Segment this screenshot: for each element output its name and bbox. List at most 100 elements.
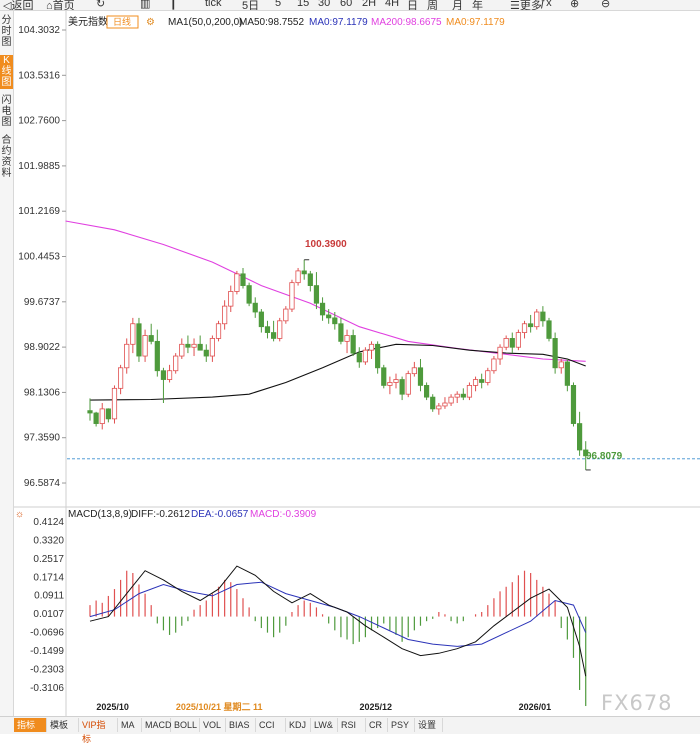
- symbol-label: 美元指数: [68, 15, 108, 28]
- indicator-tab-vol[interactable]: VOL: [200, 718, 226, 732]
- price-tick-label: 100.4453: [18, 252, 60, 263]
- period-week[interactable]: 周: [427, 0, 438, 10]
- sidebar-tab-kline[interactable]: K线图: [0, 55, 13, 89]
- candle: [111, 385, 118, 424]
- candle: [326, 309, 332, 324]
- arrow-left-icon: ◁: [3, 0, 12, 11]
- candle-body: [203, 349, 209, 357]
- indicator-tab-bias[interactable]: BIAS: [226, 718, 256, 732]
- candle-body: [319, 302, 326, 316]
- candle: [393, 373, 399, 389]
- period-badge-box: [106, 15, 139, 29]
- price-tick-label: 103.5316: [18, 70, 60, 81]
- zoom-out-button[interactable]: ⊖: [601, 0, 610, 10]
- indicator-tab-cci[interactable]: CCI: [256, 718, 286, 732]
- indicator-tab-psy[interactable]: PSY: [388, 718, 415, 732]
- period-month[interactable]: 月: [452, 0, 463, 10]
- candle-body: [301, 270, 307, 275]
- period-badge[interactable]: 日线: [113, 16, 131, 27]
- candle: [148, 323, 154, 345]
- settings-icon[interactable]: ⚙: [146, 17, 155, 28]
- candle: [577, 411, 583, 456]
- ma0-value-2: MA0:97.1179: [446, 17, 505, 28]
- indicator-tab-ma[interactable]: MA: [118, 718, 142, 732]
- candle-body: [111, 387, 118, 420]
- candle: [203, 344, 209, 362]
- candle: [583, 441, 589, 470]
- candle-body: [124, 343, 130, 369]
- candle-body: [491, 358, 497, 372]
- indicator-tab-0[interactable]: 指标: [14, 718, 47, 732]
- candle-body: [307, 273, 313, 286]
- bar-chart-button[interactable]: ▥: [140, 0, 150, 10]
- candle: [485, 367, 491, 386]
- price-tick-label: 98.9022: [24, 342, 61, 353]
- candle: [185, 335, 191, 354]
- period-2h[interactable]: 2H: [362, 0, 376, 9]
- indicator-bar: 指标 模板 VIP指标 MA MACD BOLL VOL BIAS CCI KDJ LW& RSI CR…: [0, 716, 700, 744]
- indicator-tab-1[interactable]: 模板: [47, 718, 79, 732]
- candle-body: [197, 343, 203, 351]
- indicator-tab-lw[interactable]: LW&: [311, 718, 338, 732]
- low-price-label: 96.8079: [586, 451, 623, 462]
- candle-body: [350, 335, 356, 354]
- period-year[interactable]: 年: [472, 0, 483, 11]
- candle: [191, 338, 197, 357]
- indicator-tab-boll[interactable]: BOLL: [171, 718, 200, 732]
- zoom-out-icon: ⊖: [601, 0, 611, 10]
- more-button[interactable]: ☰更多: [510, 0, 542, 10]
- candle: [277, 317, 283, 342]
- indicator-tab-kdj[interactable]: KDJ: [286, 718, 311, 732]
- macd-dea-value: DEA:-0.0657: [191, 509, 249, 520]
- price-tick-label: 97.3590: [24, 433, 61, 444]
- formula-button[interactable]: ƒx: [540, 0, 552, 9]
- candle-body: [423, 385, 430, 398]
- indicator-tab-macd[interactable]: MACD: [142, 718, 172, 732]
- candle-button[interactable]: ┃: [170, 0, 177, 10]
- candle-body: [393, 379, 399, 383]
- tick-button[interactable]: tick: [205, 0, 222, 9]
- candle-body: [332, 317, 338, 325]
- candle-body: [179, 343, 185, 357]
- back-button[interactable]: ◁返回: [3, 0, 33, 11]
- macd-tick-label: -0.3106: [30, 683, 64, 694]
- period-60[interactable]: 60: [340, 0, 352, 9]
- period-year-label: 年: [472, 0, 483, 11]
- period-4h[interactable]: 4H: [385, 0, 399, 9]
- period-15[interactable]: 15: [297, 0, 309, 9]
- macd-title: MACD(13,8,9): [68, 509, 132, 520]
- candle-body: [534, 311, 540, 328]
- candle-body: [436, 405, 442, 410]
- chart-area[interactable]: 104.3032 103.5316 102.7600 101.9885 101.2169…: [14, 11, 700, 716]
- candle-body: [375, 343, 381, 369]
- sidebar-tab-time-share[interactable]: 分时图: [1, 15, 12, 48]
- candle-body: [148, 335, 154, 342]
- home-button[interactable]: ⌂首页: [46, 0, 75, 10]
- indicator-tab-14[interactable]: 设置: [415, 718, 443, 732]
- indicator-tab-rsi[interactable]: RSI: [338, 718, 366, 732]
- sidebar-tab-flash[interactable]: 闪电图: [1, 95, 12, 128]
- candle-body: [228, 291, 234, 307]
- period-day[interactable]: 日: [407, 0, 418, 10]
- period-5day[interactable]: 5日: [242, 0, 259, 10]
- candle-body: [283, 308, 289, 322]
- period-30[interactable]: 30: [318, 0, 330, 9]
- macd-settings-icon[interactable]: ☼: [15, 509, 24, 520]
- candle-body: [405, 373, 411, 395]
- candle: [540, 306, 546, 327]
- candle: [313, 272, 320, 310]
- candle: [240, 267, 246, 289]
- candle-body: [118, 367, 124, 389]
- candle-body: [105, 408, 111, 420]
- zoom-in-button[interactable]: ⊕: [570, 0, 579, 10]
- period-5[interactable]: 5: [275, 0, 281, 9]
- candle: [356, 347, 362, 368]
- sidebar-tab-contract-info[interactable]: 合约资料: [1, 135, 12, 179]
- candle: [289, 279, 295, 313]
- macd-tick-label: 0.0107: [33, 609, 64, 620]
- candle: [252, 297, 258, 318]
- candle: [436, 403, 442, 415]
- indicator-tab-vip[interactable]: VIP指标: [79, 718, 118, 744]
- refresh-button[interactable]: ↻: [96, 0, 105, 10]
- indicator-tab-cr[interactable]: CR: [366, 718, 388, 732]
